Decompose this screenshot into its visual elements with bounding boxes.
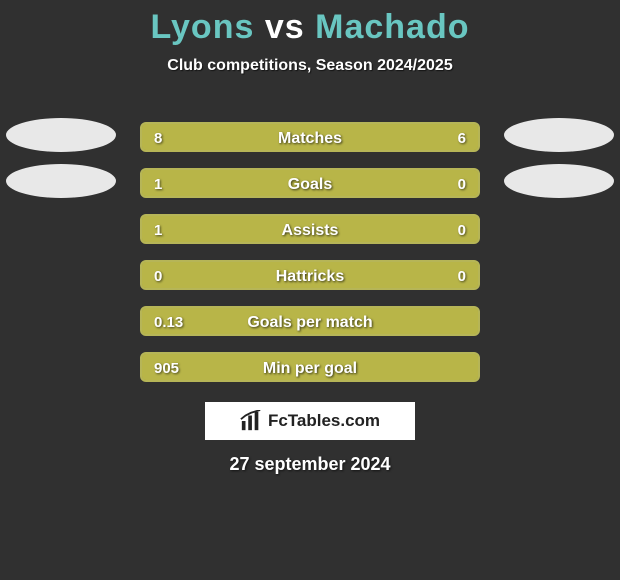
site-logo: FcTables.com	[205, 402, 415, 440]
subtitle: Club competitions, Season 2024/2025	[0, 57, 620, 75]
player1-name: Lyons	[151, 8, 255, 46]
stat-bar: 86Matches	[140, 122, 480, 152]
logo-text: FcTables.com	[268, 411, 380, 431]
player1-avatar	[6, 118, 116, 152]
stat-bar: 10Assists	[140, 214, 480, 244]
page-title: Lyons vs Machado	[0, 0, 620, 47]
title-vs: vs	[265, 8, 305, 46]
stat-row: 86Matches	[0, 120, 620, 154]
footer-date: 27 september 2024	[0, 454, 620, 475]
stat-label: Matches	[142, 124, 478, 152]
barchart-icon	[240, 410, 262, 432]
player2-avatar	[504, 164, 614, 198]
player2-avatar	[504, 118, 614, 152]
stat-row: 10Assists	[0, 212, 620, 246]
stat-label: Goals per match	[142, 308, 478, 336]
stat-label: Goals	[142, 170, 478, 198]
stat-row: 00Hattricks	[0, 258, 620, 292]
stat-bar: 0.13Goals per match	[140, 306, 480, 336]
player2-name: Machado	[315, 8, 469, 46]
stat-row: 10Goals	[0, 166, 620, 200]
stats-area: 86Matches 10Goals 10Assists 00Hattricks 0.13…	[0, 120, 620, 396]
stat-label: Assists	[142, 216, 478, 244]
stat-label: Hattricks	[142, 262, 478, 290]
stat-row: 905Min per goal	[0, 350, 620, 384]
stat-row: 0.13Goals per match	[0, 304, 620, 338]
stat-bar: 00Hattricks	[140, 260, 480, 290]
comparison-card: Lyons vs Machado Club competitions, Seas…	[0, 0, 620, 580]
stat-bar: 905Min per goal	[140, 352, 480, 382]
stat-bar: 10Goals	[140, 168, 480, 198]
stat-label: Min per goal	[142, 354, 478, 382]
player1-avatar	[6, 164, 116, 198]
